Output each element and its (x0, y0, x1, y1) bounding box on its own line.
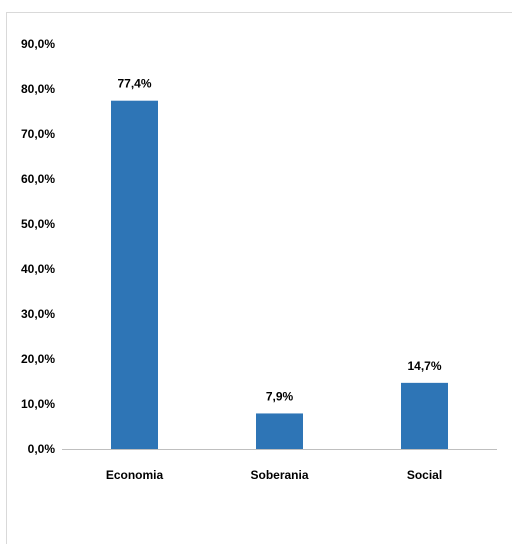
y-axis: 0,0% 10,0% 20,0% 30,0% 40,0% 50,0% 60,0% 70,0% 8… (21, 37, 55, 456)
bars (111, 100, 448, 449)
data-labels: 77,4% 7,9% 14,7% (117, 77, 441, 404)
chart-frame (6, 12, 512, 544)
bar-economia (111, 100, 158, 449)
x-category-label-social: Social (407, 468, 442, 482)
y-tick-label: 30,0% (21, 307, 55, 321)
y-tick-label: 60,0% (21, 172, 55, 186)
y-tick-label: 50,0% (21, 217, 55, 231)
y-tick-label: 90,0% (21, 37, 55, 51)
y-tick-label: 10,0% (21, 397, 55, 411)
bar-social (401, 382, 448, 449)
x-axis: Economia Soberania Social (106, 468, 442, 482)
data-label-soberania: 7,9% (266, 389, 294, 403)
y-tick-label: 20,0% (21, 352, 55, 366)
bar-soberania (256, 413, 303, 449)
x-category-label-soberania: Soberania (250, 468, 308, 482)
data-label-economia: 77,4% (117, 77, 151, 91)
y-tick-label: 40,0% (21, 262, 55, 276)
y-tick-label: 80,0% (21, 82, 55, 96)
x-category-label-economia: Economia (106, 468, 164, 482)
y-tick-label: 0,0% (28, 442, 56, 456)
data-label-social: 14,7% (407, 359, 441, 373)
y-tick-label: 70,0% (21, 127, 55, 141)
